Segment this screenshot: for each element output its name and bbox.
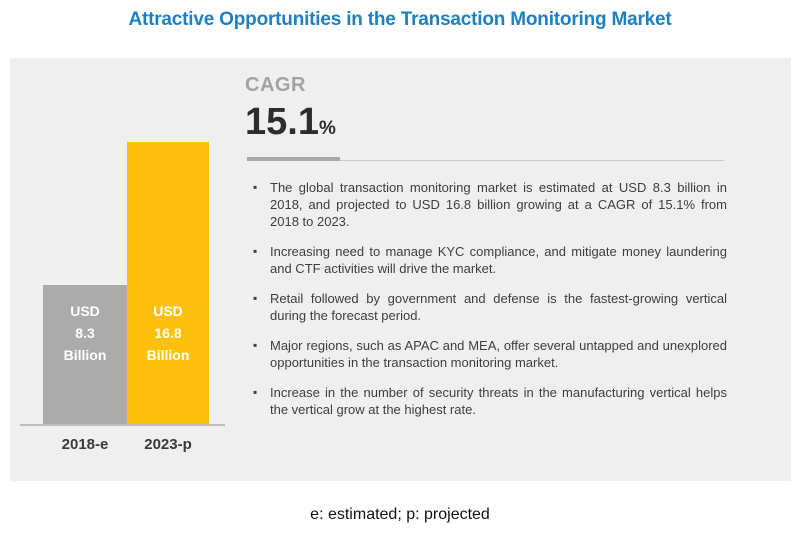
market-size-bar-chart: USD 8.3 Billion USD 16.8 Billion 2018-e … bbox=[20, 58, 225, 481]
bars-area: USD 8.3 Billion USD 16.8 Billion bbox=[20, 142, 225, 424]
cagr-percent-sign: % bbox=[318, 118, 336, 139]
cagr-label: CAGR bbox=[245, 74, 306, 96]
bar-value-line: USD bbox=[70, 303, 100, 319]
x-axis-line bbox=[20, 424, 225, 426]
insight-bullet: Increase in the number of security threa… bbox=[253, 384, 727, 418]
bar-value-line: 8.3 bbox=[75, 325, 95, 341]
infographic-panel: USD 8.3 Billion USD 16.8 Billion 2018-e … bbox=[10, 58, 791, 481]
divider-thin-line bbox=[340, 160, 724, 161]
cagr-number: 15.1 bbox=[245, 101, 319, 143]
bar-value-line: 16.8 bbox=[154, 325, 182, 341]
bar-value-line: USD bbox=[153, 303, 183, 319]
bar-value-label: USD 8.3 Billion bbox=[43, 300, 127, 366]
bar-value-line: Billion bbox=[63, 347, 107, 363]
insight-bullet: Major regions, such as APAC and MEA, off… bbox=[253, 337, 727, 371]
page-title: Attractive Opportunities in the Transact… bbox=[128, 9, 672, 30]
insight-bullet-list: The global transaction monitoring market… bbox=[253, 179, 727, 431]
x-axis-label-2023: 2023-p bbox=[144, 436, 192, 453]
divider-dark-segment bbox=[247, 157, 340, 161]
cagr-divider bbox=[245, 157, 724, 161]
cagr-block: CAGR 15.1% bbox=[245, 74, 724, 161]
insight-bullet: Increasing need to manage KYC compliance… bbox=[253, 243, 727, 277]
insight-bullet: The global transaction monitoring market… bbox=[253, 179, 727, 230]
insight-bullet: Retail followed by government and defens… bbox=[253, 290, 727, 324]
cagr-value: 15.1% bbox=[245, 103, 723, 149]
bar-2023-projected: USD 16.8 Billion bbox=[127, 142, 209, 424]
bar-value-line: Billion bbox=[146, 347, 190, 363]
x-axis-label-2018: 2018-e bbox=[61, 436, 109, 453]
footnote-legend: e: estimated; p: projected bbox=[310, 506, 490, 523]
bar-value-label: USD 16.8 Billion bbox=[127, 300, 209, 366]
bar-2018-estimated: USD 8.3 Billion bbox=[43, 285, 127, 424]
